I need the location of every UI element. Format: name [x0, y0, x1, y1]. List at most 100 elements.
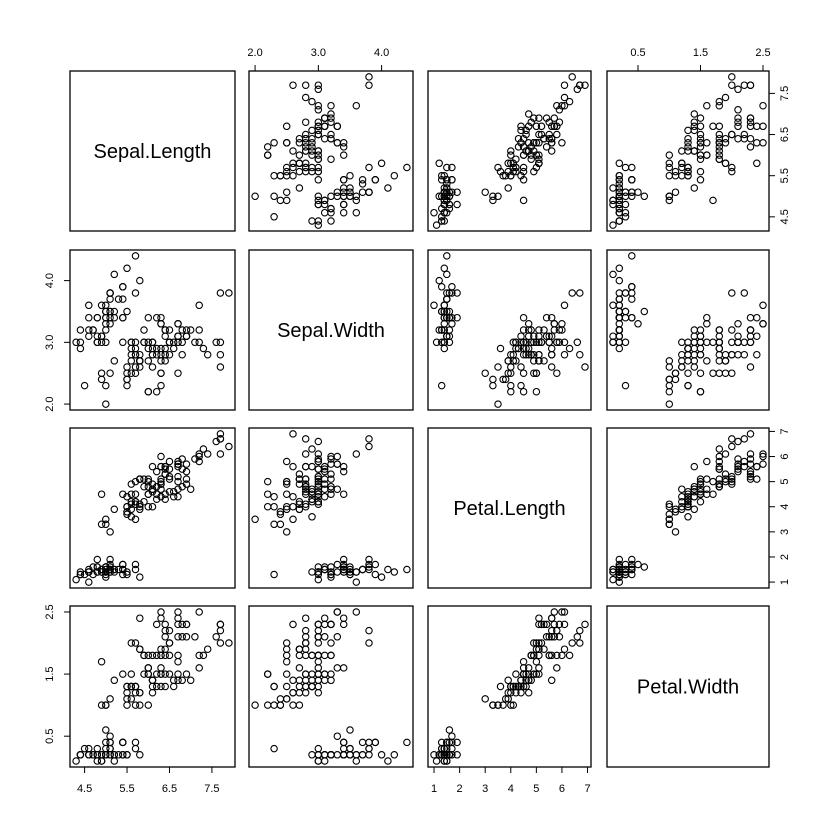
- data-point: [195, 450, 203, 458]
- data-point: [333, 568, 342, 576]
- data-point: [76, 344, 85, 353]
- data-point: [703, 101, 711, 110]
- data-point: [314, 651, 323, 660]
- data-point: [560, 93, 569, 102]
- panel-frame: [427, 427, 592, 589]
- data-point: [123, 695, 131, 703]
- data-point: [161, 490, 169, 498]
- data-point: [734, 134, 742, 143]
- data-point: [127, 513, 136, 521]
- data-point: [509, 338, 518, 347]
- data-point: [314, 500, 323, 508]
- data-point: [437, 283, 446, 291]
- data-point: [550, 608, 559, 616]
- data-point: [72, 338, 80, 347]
- data-point: [678, 163, 686, 172]
- data-point: [553, 338, 561, 347]
- data-point: [517, 381, 525, 390]
- data-point: [157, 369, 165, 377]
- data-point: [314, 167, 323, 176]
- data-point: [435, 159, 443, 168]
- data-point: [161, 620, 169, 629]
- data-point: [161, 326, 169, 334]
- data-point: [346, 192, 354, 201]
- data-point: [507, 159, 515, 168]
- data-point: [157, 664, 165, 672]
- data-point: [545, 332, 553, 340]
- data-point: [251, 701, 259, 709]
- data-point: [665, 515, 674, 524]
- data-point: [524, 350, 533, 359]
- data-point: [746, 363, 755, 371]
- data-point: [123, 508, 131, 516]
- data-point: [532, 387, 541, 396]
- panel-frame: [606, 605, 770, 768]
- data-point: [295, 480, 304, 488]
- tick-label: 2.5: [44, 604, 56, 619]
- data-point: [753, 313, 761, 322]
- data-point: [445, 751, 454, 759]
- data-point: [537, 122, 546, 131]
- data-point: [547, 614, 556, 622]
- data-point: [696, 326, 705, 334]
- data-point: [136, 505, 144, 514]
- data-point: [76, 338, 85, 347]
- data-point: [225, 639, 233, 647]
- data-point: [144, 475, 153, 483]
- tick-label: 7: [584, 783, 590, 795]
- data-point: [339, 744, 348, 753]
- data-point: [494, 363, 502, 371]
- data-point: [581, 620, 589, 629]
- data-point: [517, 126, 525, 135]
- data-point: [276, 196, 285, 205]
- data-point: [696, 350, 705, 359]
- data-point: [553, 626, 561, 635]
- data-point: [665, 357, 674, 365]
- data-point: [621, 200, 630, 209]
- data-point: [665, 520, 674, 529]
- data-point: [715, 369, 724, 377]
- data-point: [295, 475, 304, 483]
- data-point: [721, 470, 730, 478]
- data-point: [621, 338, 630, 347]
- data-point: [320, 757, 329, 765]
- data-point: [690, 326, 699, 334]
- data-point: [301, 682, 310, 691]
- tick-label: 7.5: [779, 86, 791, 101]
- data-point: [93, 313, 102, 322]
- data-point: [728, 472, 736, 481]
- data-point: [314, 147, 323, 155]
- data-point: [289, 515, 297, 524]
- data-point: [161, 350, 169, 359]
- data-point: [140, 482, 148, 491]
- data-point: [148, 350, 157, 359]
- tick-label: 5: [533, 783, 539, 795]
- data-point: [76, 326, 85, 334]
- data-point: [443, 313, 451, 322]
- data-point: [144, 664, 153, 672]
- data-point: [106, 560, 114, 569]
- data-point: [308, 676, 316, 685]
- data-point: [320, 563, 329, 571]
- data-point: [106, 289, 114, 297]
- data-point: [512, 163, 520, 172]
- data-point: [165, 472, 174, 481]
- data-point: [547, 313, 556, 322]
- data-point: [169, 492, 178, 501]
- data-point: [144, 490, 153, 498]
- data-point: [715, 151, 724, 159]
- data-point: [282, 505, 291, 514]
- data-point: [558, 320, 566, 328]
- data-point: [89, 751, 97, 759]
- data-point: [517, 338, 525, 347]
- data-point: [127, 338, 136, 347]
- data-point: [568, 289, 576, 297]
- data-point: [102, 320, 110, 328]
- data-point: [628, 163, 636, 172]
- data-point: [123, 568, 131, 576]
- data-point: [301, 147, 310, 155]
- data-point: [144, 502, 153, 511]
- data-point: [346, 751, 354, 759]
- data-point: [102, 726, 110, 734]
- data-point: [696, 387, 705, 396]
